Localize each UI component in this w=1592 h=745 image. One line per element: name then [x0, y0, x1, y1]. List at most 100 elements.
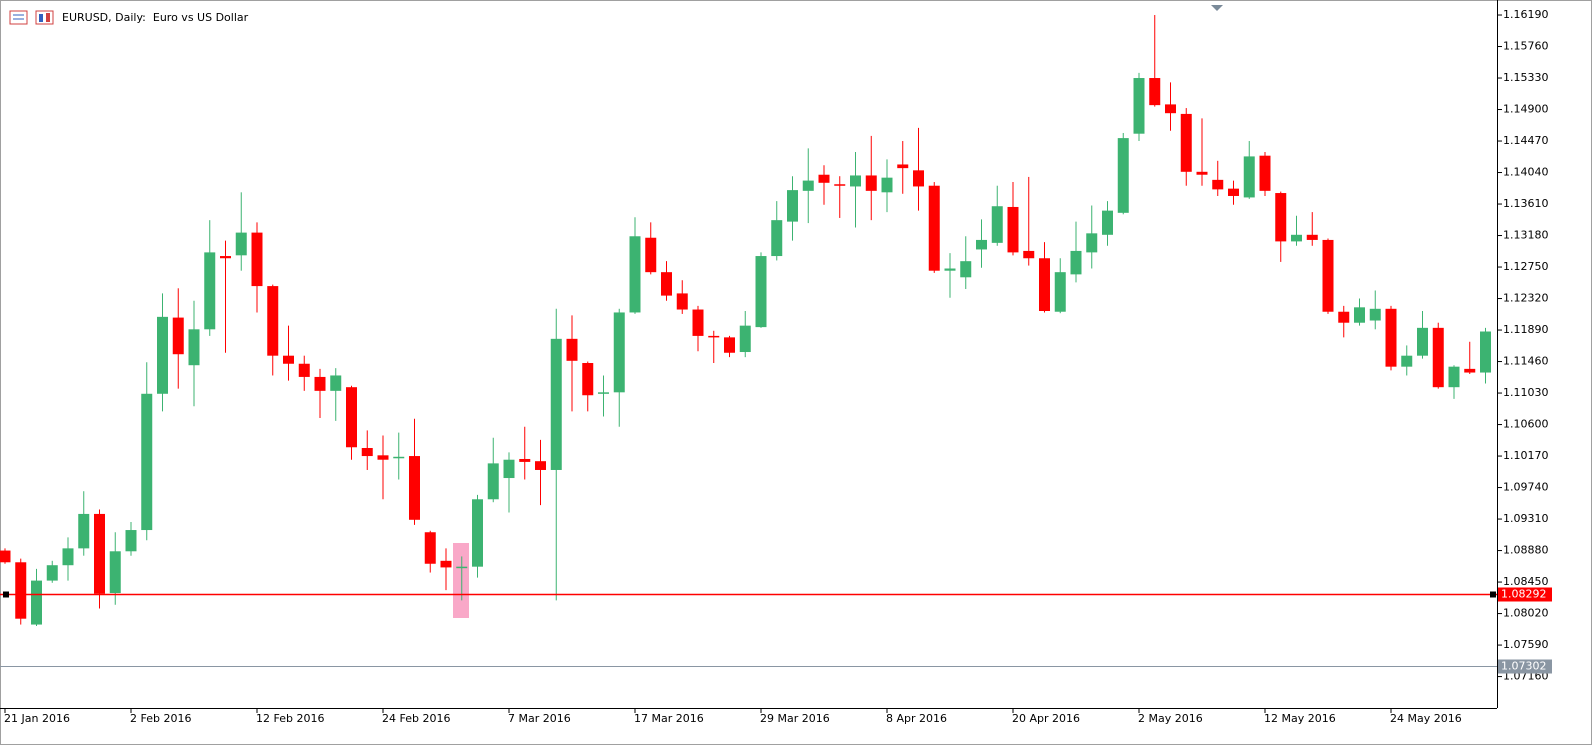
y-tick-label: 1.08880 [1503, 544, 1549, 557]
candle-body [393, 456, 405, 459]
candle-body [613, 312, 625, 393]
candle-body [1102, 210, 1113, 235]
candle-body [251, 232, 263, 287]
candle-body [109, 551, 121, 594]
candle-body [1086, 233, 1098, 253]
candle-body [1070, 250, 1082, 275]
shift-marker [1211, 5, 1223, 11]
x-tick-label: 24 Feb 2016 [382, 712, 450, 725]
y-tick-label: 1.14040 [1503, 166, 1549, 179]
candle-body [1464, 368, 1476, 373]
candle-body [1196, 171, 1208, 175]
candle-body [755, 256, 767, 328]
candle-body [1275, 193, 1287, 242]
candle-body [818, 174, 830, 183]
candle-body [220, 256, 231, 259]
candle-body [78, 513, 90, 549]
candle-body [172, 317, 184, 355]
y-tick-label: 1.10170 [1503, 449, 1549, 462]
candle-body [94, 513, 105, 594]
candle-body [724, 337, 735, 353]
candle-body [928, 185, 940, 271]
candle-body [787, 190, 798, 222]
x-tick-label: 7 Mar 2016 [508, 712, 571, 725]
candle-body [1165, 104, 1176, 114]
candle-body [424, 532, 436, 564]
candle-body [15, 562, 27, 619]
y-tick-label: 1.13610 [1503, 197, 1549, 210]
candle-body [1385, 308, 1397, 367]
x-tick-label: 21 Jan 2016 [4, 712, 70, 725]
toolbar-icons [9, 10, 54, 25]
x-tick-label: 12 May 2016 [1264, 712, 1336, 725]
candle-body [519, 458, 531, 462]
y-tick-label: 1.08450 [1503, 575, 1549, 588]
candle-body [960, 261, 972, 278]
candle-body [566, 338, 578, 361]
candle-body [1291, 234, 1302, 242]
candle-body [487, 463, 499, 500]
candle-body [125, 530, 137, 552]
y-tick-label: 1.11460 [1503, 355, 1549, 368]
candle-body [1133, 78, 1145, 134]
x-tick-label: 20 Apr 2016 [1012, 712, 1080, 725]
line-handle [3, 591, 9, 598]
y-tick-label: 1.13180 [1503, 229, 1549, 242]
candle-body [1054, 272, 1066, 312]
candle-body [991, 206, 1003, 243]
candle-body [629, 236, 641, 313]
candle-body [1369, 308, 1381, 321]
y-tick-label: 1.09740 [1503, 481, 1549, 494]
price-tag-label: 1.08292 [1501, 588, 1547, 601]
candle-body [1480, 331, 1491, 373]
candle-body [1354, 307, 1365, 323]
candle-body [913, 170, 924, 187]
candle-body [976, 239, 987, 250]
candle-body [1432, 327, 1444, 388]
y-tick-label: 1.11890 [1503, 323, 1549, 336]
line-handle [1490, 591, 1496, 598]
y-tick-label: 1.10600 [1503, 418, 1549, 431]
candle-body [897, 164, 909, 169]
candle-body [298, 363, 310, 377]
candle-body [739, 325, 751, 353]
x-tick-label: 24 May 2016 [1390, 712, 1462, 725]
candle-body [283, 355, 294, 364]
candle-body [802, 180, 814, 191]
y-tick-label: 1.15760 [1503, 40, 1549, 53]
price-tag-label: 1.07302 [1501, 660, 1547, 673]
candle-body [1149, 78, 1161, 106]
candle-body [676, 293, 688, 310]
y-tick-label: 1.07590 [1503, 638, 1549, 651]
candle-body [361, 447, 373, 457]
icon-bar [46, 13, 50, 22]
candle-body [31, 580, 42, 625]
y-tick-label: 1.14900 [1503, 103, 1549, 116]
candle-body [708, 335, 720, 338]
candle-body [314, 376, 326, 391]
y-tick-label: 1.15330 [1503, 71, 1549, 84]
candle-body [865, 175, 877, 191]
candle-body [1448, 366, 1460, 388]
x-tick-label: 29 Mar 2016 [760, 712, 830, 725]
candle-body [472, 499, 483, 567]
candle-body [1306, 234, 1318, 240]
candle-body [834, 184, 846, 186]
candle-body [1243, 156, 1255, 198]
candle-body [46, 565, 58, 581]
y-tick-label: 1.08020 [1503, 607, 1549, 620]
candle-body [1180, 113, 1192, 172]
candle-body [944, 268, 956, 271]
candle-body [1117, 138, 1129, 213]
candle-body [503, 459, 515, 479]
candle-body [692, 309, 704, 336]
candle-body [1338, 311, 1350, 323]
candle-body [62, 548, 74, 566]
chart-title: EURUSD, Daily: Euro vs US Dollar [62, 11, 249, 24]
candle-body [1023, 250, 1035, 259]
x-tick-label: 2 May 2016 [1138, 712, 1203, 725]
candle-body [661, 272, 672, 296]
x-tick-label: 2 Feb 2016 [130, 712, 191, 725]
